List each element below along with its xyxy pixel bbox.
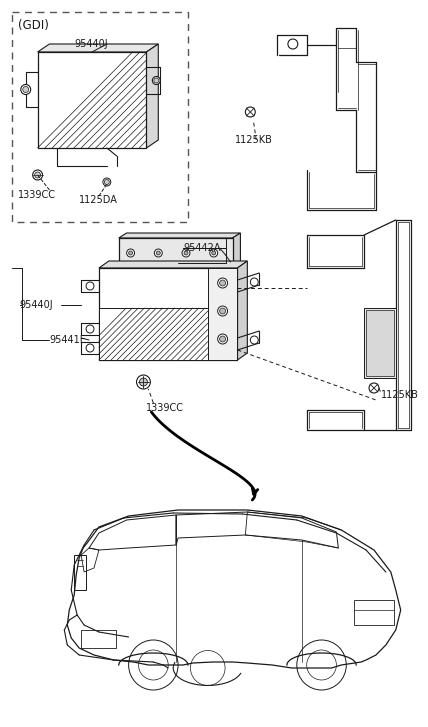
Circle shape (250, 336, 258, 344)
Circle shape (86, 325, 94, 333)
Circle shape (23, 87, 29, 92)
Circle shape (182, 249, 190, 257)
Circle shape (288, 39, 298, 49)
Circle shape (152, 76, 160, 84)
Circle shape (35, 172, 41, 178)
Bar (208, 268, 238, 360)
Circle shape (86, 344, 94, 352)
Text: 1125KB: 1125KB (235, 135, 272, 145)
Bar (99, 308, 208, 360)
Bar (99, 268, 238, 360)
Circle shape (245, 107, 255, 117)
Circle shape (220, 308, 226, 314)
Text: 95440J: 95440J (20, 300, 54, 310)
Text: 95441E: 95441E (50, 335, 86, 345)
Circle shape (129, 251, 133, 255)
Circle shape (218, 334, 228, 344)
Text: 1339CC: 1339CC (18, 190, 56, 200)
Circle shape (212, 251, 216, 255)
Bar (74, 555, 86, 590)
Polygon shape (119, 233, 241, 238)
Circle shape (127, 249, 134, 257)
Circle shape (369, 383, 379, 393)
Circle shape (103, 178, 111, 186)
Circle shape (137, 375, 150, 389)
Text: 95440J: 95440J (74, 39, 108, 49)
Text: 1125DA: 1125DA (79, 195, 118, 205)
Circle shape (33, 170, 42, 180)
Circle shape (140, 378, 147, 386)
Circle shape (220, 336, 226, 342)
Text: 1339CC: 1339CC (146, 403, 184, 413)
Circle shape (218, 278, 228, 288)
Circle shape (104, 180, 109, 185)
Bar (12, 12, 188, 222)
Circle shape (21, 84, 31, 95)
Bar (364, 308, 396, 378)
Circle shape (155, 249, 162, 257)
Polygon shape (238, 261, 247, 360)
Text: 1125KB: 1125KB (381, 390, 419, 400)
Circle shape (220, 280, 226, 286)
Text: (GDI): (GDI) (18, 18, 49, 31)
Circle shape (156, 251, 160, 255)
Bar (119, 238, 232, 268)
Circle shape (218, 306, 228, 316)
Circle shape (86, 282, 94, 290)
Circle shape (250, 278, 258, 286)
Polygon shape (38, 44, 158, 52)
Text: 95442A: 95442A (183, 243, 220, 253)
Bar (81, 630, 116, 648)
Polygon shape (99, 261, 247, 268)
Circle shape (184, 251, 188, 255)
Bar (38, 52, 146, 148)
Bar (366, 310, 394, 376)
Circle shape (154, 78, 159, 83)
Polygon shape (146, 44, 158, 148)
Bar (354, 600, 394, 625)
Circle shape (210, 249, 218, 257)
Polygon shape (232, 233, 241, 268)
